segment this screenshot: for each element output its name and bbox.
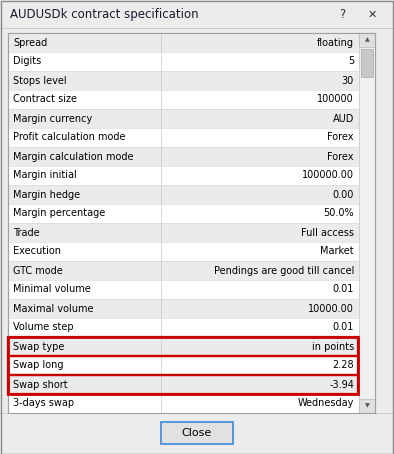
Text: Minimal volume: Minimal volume (13, 285, 91, 295)
Text: Volume step: Volume step (13, 322, 74, 332)
Text: Swap long: Swap long (13, 360, 63, 370)
Bar (8, 375, 359, 394)
Bar (8, 33, 375, 413)
Text: -3.94: -3.94 (329, 380, 354, 390)
Text: Margin initial: Margin initial (13, 171, 77, 181)
Text: Execution: Execution (13, 247, 61, 257)
Bar (8, 242, 359, 261)
Bar (359, 399, 375, 413)
Bar (8, 71, 359, 90)
Text: GTC mode: GTC mode (13, 266, 63, 276)
Text: 5: 5 (348, 56, 354, 66)
Bar (8, 90, 359, 109)
Bar (8, 109, 359, 128)
Text: Profit calculation mode: Profit calculation mode (13, 133, 126, 143)
Text: 3-days swap: 3-days swap (13, 399, 74, 409)
Bar (8, 394, 359, 413)
Bar (359, 33, 375, 413)
Text: ▼: ▼ (364, 404, 369, 409)
Text: Pendings are good till cancel: Pendings are good till cancel (214, 266, 354, 276)
Text: Forex: Forex (327, 133, 354, 143)
Text: AUD: AUD (333, 114, 354, 123)
Text: Swap short: Swap short (13, 380, 68, 390)
Text: Contract size: Contract size (13, 94, 77, 104)
Bar (9, 337, 359, 394)
Bar (8, 147, 359, 166)
Bar (9, 375, 359, 394)
Bar (8, 33, 375, 413)
Text: Swap type: Swap type (13, 341, 64, 351)
Text: Margin calculation mode: Margin calculation mode (13, 152, 134, 162)
Text: Market: Market (320, 247, 354, 257)
Bar (0, 413, 394, 454)
Bar (8, 337, 359, 356)
Bar (8, 128, 359, 147)
Text: Forex: Forex (327, 152, 354, 162)
Text: ✕: ✕ (367, 10, 377, 20)
Bar (8, 33, 359, 52)
Bar (8, 185, 359, 204)
Text: 2.28: 2.28 (333, 360, 354, 370)
Text: 100000.00: 100000.00 (302, 171, 354, 181)
Text: Wednesday: Wednesday (297, 399, 354, 409)
Bar (8, 261, 359, 280)
Bar (8, 280, 359, 299)
Bar (8, 204, 359, 223)
Text: 0.01: 0.01 (333, 285, 354, 295)
Text: Margin percentage: Margin percentage (13, 208, 105, 218)
Bar (8, 166, 359, 185)
Text: Close: Close (182, 428, 212, 438)
Text: Full access: Full access (301, 227, 354, 237)
Bar (0, 0, 394, 28)
Text: Spread: Spread (13, 38, 47, 48)
Bar (8, 223, 359, 242)
Bar (161, 422, 233, 444)
Text: Margin currency: Margin currency (13, 114, 92, 123)
Text: AUDUSDk contract specification: AUDUSDk contract specification (10, 8, 199, 21)
Bar (8, 299, 359, 318)
Text: 0.00: 0.00 (333, 189, 354, 199)
Bar (9, 356, 359, 375)
Text: ?: ? (339, 8, 345, 21)
Text: floating: floating (317, 38, 354, 48)
Text: 30: 30 (342, 75, 354, 85)
Text: 100000: 100000 (317, 94, 354, 104)
Text: Digits: Digits (13, 56, 41, 66)
Text: Maximal volume: Maximal volume (13, 304, 93, 314)
Text: 50.0%: 50.0% (323, 208, 354, 218)
Bar (8, 356, 359, 375)
Bar (8, 52, 359, 71)
Text: Trade: Trade (13, 227, 40, 237)
Bar (8, 318, 359, 337)
Text: Margin hedge: Margin hedge (13, 189, 80, 199)
Bar (9, 337, 359, 356)
Text: 10000.00: 10000.00 (308, 304, 354, 314)
Text: 0.01: 0.01 (333, 322, 354, 332)
Bar (359, 33, 375, 47)
Text: in points: in points (312, 341, 354, 351)
Text: ▲: ▲ (364, 38, 369, 43)
Bar (361, 49, 373, 77)
Text: Stops level: Stops level (13, 75, 67, 85)
